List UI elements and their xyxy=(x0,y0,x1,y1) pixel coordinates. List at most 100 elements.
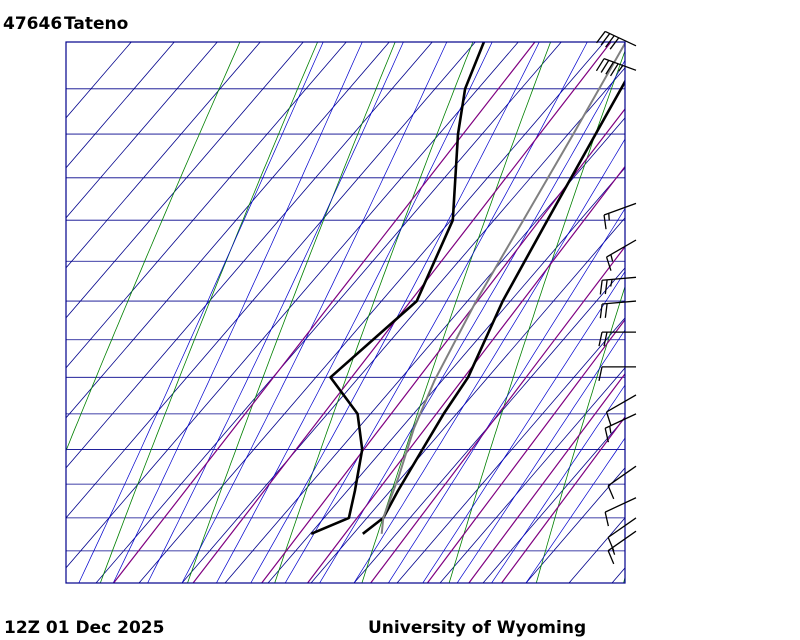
moist-adiabat xyxy=(456,329,625,583)
barb-full xyxy=(600,33,611,46)
isotherm-line xyxy=(611,567,625,583)
wind-barb xyxy=(599,276,637,295)
wind-barbs xyxy=(595,30,637,565)
moist-adiabat xyxy=(422,270,625,583)
moist-adiabat xyxy=(181,42,448,583)
isotherm-line xyxy=(66,42,476,519)
barb-full xyxy=(609,63,619,77)
isotherm-line xyxy=(181,67,625,583)
barb-full xyxy=(604,279,608,295)
barb-full xyxy=(605,256,612,271)
dewpoint-trace xyxy=(310,42,486,535)
barb-staff xyxy=(602,276,637,281)
footer-source: University of Wyoming xyxy=(368,618,586,638)
isotherm-line xyxy=(95,42,562,583)
mixing-ratio-line xyxy=(192,42,612,583)
barb-staff xyxy=(607,465,637,487)
barb-staff xyxy=(602,300,637,305)
dry-adiabat xyxy=(99,42,318,583)
barb-half xyxy=(618,65,624,72)
dry-adiabat xyxy=(711,42,800,583)
barb-full xyxy=(607,485,615,500)
barb-staff xyxy=(606,239,637,258)
dry-adiabat xyxy=(623,575,625,583)
isotherm-line xyxy=(482,417,625,583)
moist-adiabat xyxy=(525,437,625,583)
isotherm-line xyxy=(525,467,625,583)
wind-barb xyxy=(605,394,637,426)
isotherm-line xyxy=(66,42,390,419)
barb-half xyxy=(610,279,613,287)
moist-adiabat xyxy=(112,42,363,583)
isotherm-line xyxy=(138,42,605,583)
isotherm-line xyxy=(267,167,625,583)
mixing-ratio-line xyxy=(468,372,625,583)
dry-adiabat xyxy=(274,42,474,583)
moist-adiabat xyxy=(216,42,493,583)
isotherm-line xyxy=(66,42,433,469)
footer-date: 12Z 01 Dec 2025 xyxy=(4,618,164,638)
barb-full xyxy=(607,537,615,551)
wind-barb xyxy=(605,239,637,271)
wind-barb xyxy=(607,465,637,500)
barb-full xyxy=(604,303,608,318)
isotherm-line xyxy=(66,42,218,219)
barb-half xyxy=(609,426,612,434)
barb-full xyxy=(605,35,615,48)
barb-staff xyxy=(603,202,637,216)
isotherm-line xyxy=(66,42,347,369)
barb-full xyxy=(605,61,614,75)
moist-adiabat xyxy=(250,42,540,583)
barb-staff xyxy=(604,497,637,513)
barb-half xyxy=(610,254,614,262)
barb-staff xyxy=(604,413,637,429)
dry-adiabat xyxy=(66,42,241,452)
moist-adiabat xyxy=(284,42,588,583)
parcel-trace xyxy=(380,42,625,534)
moist-adiabat xyxy=(491,384,625,583)
barb-full xyxy=(600,60,610,73)
wind-barb xyxy=(604,497,637,527)
background-lines xyxy=(66,42,800,583)
dry-adiabat xyxy=(187,42,396,583)
isotherm-line xyxy=(353,267,625,583)
barb-full xyxy=(604,428,610,443)
isotherm-line xyxy=(66,42,261,269)
barb-full xyxy=(598,331,603,347)
moist-adiabat xyxy=(353,138,625,583)
station-name: Tateno xyxy=(64,14,128,34)
barb-full xyxy=(604,511,610,527)
plot-frame xyxy=(65,41,626,584)
barb-full xyxy=(595,58,605,72)
mixing-ratio-line xyxy=(501,415,625,583)
wind-barb xyxy=(599,300,637,319)
isotherm-line xyxy=(224,117,625,583)
mixing-ratio-line xyxy=(113,42,536,583)
wind-barb xyxy=(607,517,637,551)
wind-barb xyxy=(604,413,637,443)
barb-staff xyxy=(603,58,637,71)
wind-barb xyxy=(596,30,637,50)
mixing-ratio-line xyxy=(261,107,625,583)
moist-adiabat xyxy=(388,207,625,583)
moist-adiabat xyxy=(147,42,404,583)
mixing-ratio-line xyxy=(426,318,625,583)
isotherm-line xyxy=(439,367,625,583)
isotherm-line xyxy=(66,42,175,169)
wind-barb xyxy=(595,58,637,77)
barb-staff xyxy=(604,30,637,47)
mixing-ratio-line xyxy=(370,245,625,583)
barb-full xyxy=(599,280,603,295)
barb-staff xyxy=(607,517,637,538)
station-id: 47646 xyxy=(3,14,62,34)
barb-full xyxy=(598,366,603,382)
isotherm-line xyxy=(310,217,625,583)
wind-barb xyxy=(603,202,637,230)
barb-half xyxy=(608,213,610,221)
barb-full xyxy=(603,331,608,347)
profile-traces xyxy=(310,42,625,535)
isotherm-line xyxy=(568,517,625,583)
temperature-trace xyxy=(362,79,625,535)
mixing-ratio-line xyxy=(307,165,625,583)
isotherm-line xyxy=(66,42,519,569)
